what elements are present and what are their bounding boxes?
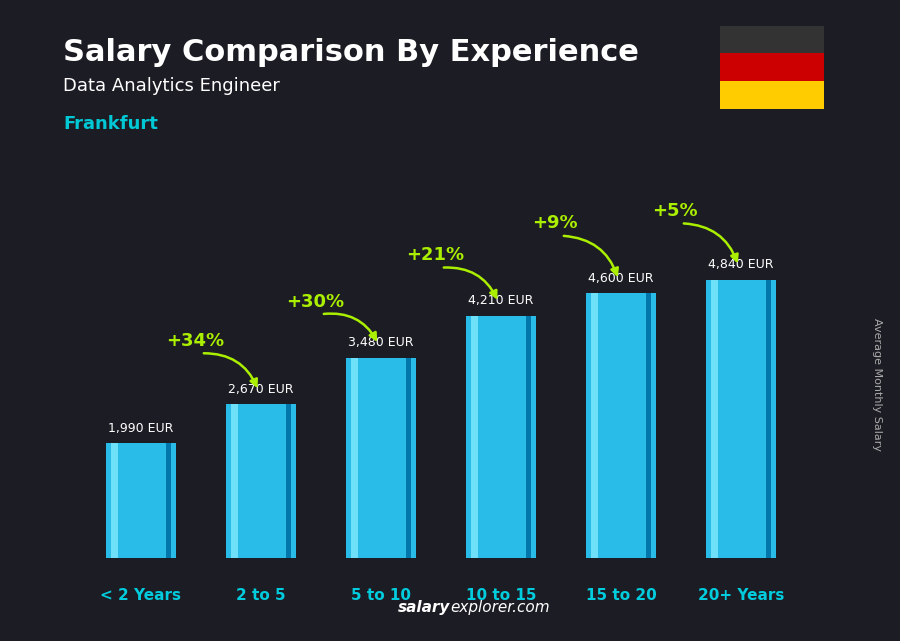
Text: 15 to 20: 15 to 20 <box>586 588 656 603</box>
Text: < 2 Years: < 2 Years <box>101 588 182 603</box>
Bar <box>591 294 598 558</box>
Text: +30%: +30% <box>286 293 344 311</box>
Bar <box>720 53 824 81</box>
Bar <box>226 404 296 558</box>
Text: 10 to 15: 10 to 15 <box>465 588 536 603</box>
Text: 4,600 EUR: 4,600 EUR <box>589 272 653 285</box>
Bar <box>466 316 536 558</box>
Bar <box>111 444 118 558</box>
Bar <box>286 404 292 558</box>
Bar <box>706 279 776 558</box>
Bar <box>526 316 531 558</box>
Bar <box>720 81 824 109</box>
Text: +21%: +21% <box>406 246 464 264</box>
Text: 2 to 5: 2 to 5 <box>236 588 286 603</box>
Bar <box>646 294 652 558</box>
Text: +34%: +34% <box>166 332 224 350</box>
Bar <box>231 404 238 558</box>
Text: explorer.com: explorer.com <box>450 601 550 615</box>
Bar <box>166 444 171 558</box>
Bar <box>711 279 718 558</box>
Bar <box>586 294 656 558</box>
Text: +5%: +5% <box>652 202 698 220</box>
Text: 2,670 EUR: 2,670 EUR <box>229 383 293 396</box>
Text: salary: salary <box>398 601 450 615</box>
Text: Frankfurt: Frankfurt <box>63 115 158 133</box>
Text: 3,480 EUR: 3,480 EUR <box>348 337 414 349</box>
Bar <box>346 358 416 558</box>
Text: Average Monthly Salary: Average Monthly Salary <box>872 318 883 451</box>
Bar <box>106 444 176 558</box>
Text: 1,990 EUR: 1,990 EUR <box>108 422 174 435</box>
Bar <box>351 358 358 558</box>
Text: 5 to 10: 5 to 10 <box>351 588 411 603</box>
Text: +9%: +9% <box>532 214 578 233</box>
Bar <box>720 26 824 53</box>
Text: Data Analytics Engineer: Data Analytics Engineer <box>63 77 280 95</box>
Bar <box>767 279 771 558</box>
Text: Salary Comparison By Experience: Salary Comparison By Experience <box>63 38 639 67</box>
Text: 4,840 EUR: 4,840 EUR <box>708 258 774 271</box>
Bar <box>471 316 478 558</box>
Text: 20+ Years: 20+ Years <box>698 588 784 603</box>
Bar <box>407 358 411 558</box>
Text: 4,210 EUR: 4,210 EUR <box>468 294 534 308</box>
